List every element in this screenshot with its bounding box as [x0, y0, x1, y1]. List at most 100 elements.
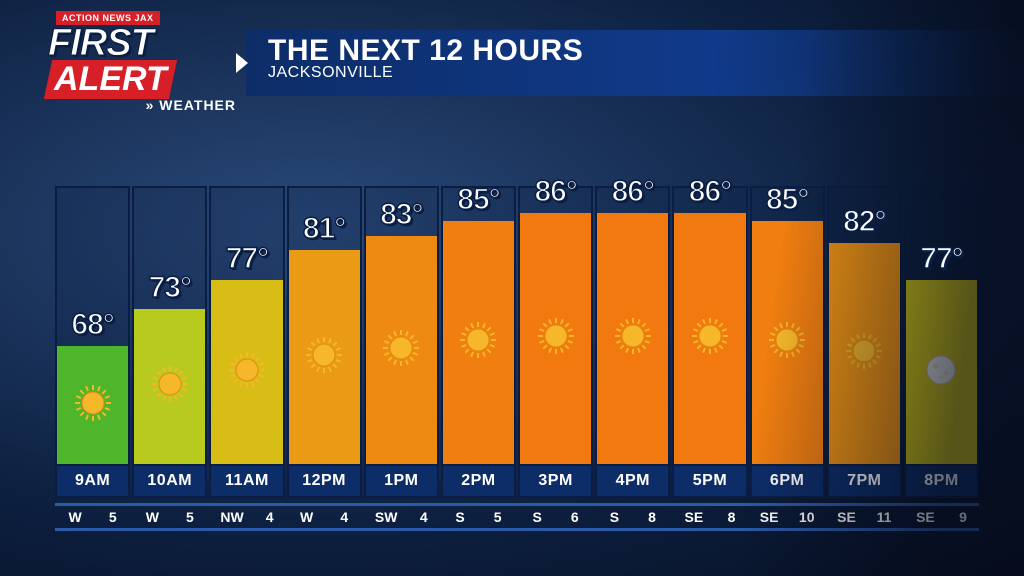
- bar-fill: 68°: [57, 346, 128, 464]
- time-label: 10AM: [132, 466, 207, 498]
- bar-fill: 85°: [752, 221, 823, 464]
- time-label: 4PM: [595, 466, 670, 498]
- time-label: 7PM: [827, 466, 902, 498]
- wind-cell: W5: [132, 506, 207, 528]
- wind-cell: W4: [287, 506, 362, 528]
- station-logo: ACTION NEWS JAX FIRST ALERT WEATHER: [48, 8, 236, 113]
- wind-cell: S5: [441, 506, 516, 528]
- temp-label: 86°: [513, 175, 598, 209]
- hour-column: 82° 7PM: [827, 186, 902, 498]
- bar-outline: 81°: [287, 186, 362, 466]
- bar-fill: 82°: [829, 243, 900, 464]
- time-label: 11AM: [209, 466, 284, 498]
- hour-column: 81° 12PM: [287, 186, 362, 498]
- sun-icon: [150, 364, 190, 409]
- wind-cell: S6: [518, 506, 593, 528]
- wind-dir: S: [533, 509, 542, 525]
- wind-dir: SE: [916, 509, 935, 525]
- hour-column: 86° 4PM: [595, 186, 670, 498]
- sun-icon: [767, 320, 807, 365]
- temp-label: 68°: [50, 308, 135, 342]
- wind-dir: W: [146, 509, 159, 525]
- time-label: 6PM: [750, 466, 825, 498]
- bar-fill: 77°: [906, 280, 977, 464]
- wind-spd: 9: [959, 509, 967, 525]
- time-label: 2PM: [441, 466, 516, 498]
- wind-dir: W: [69, 509, 82, 525]
- temp-label: 83°: [359, 198, 444, 232]
- sun-icon: [844, 331, 884, 376]
- bar-outline: 83°: [364, 186, 439, 466]
- wind-cell: NW4: [209, 506, 284, 528]
- wind-spd: 8: [648, 509, 656, 525]
- wind-spd: 4: [340, 509, 348, 525]
- wind-spd: 5: [494, 509, 502, 525]
- sun-icon: [73, 383, 113, 428]
- bar-fill: 81°: [289, 250, 360, 464]
- bar-outline: 77°: [209, 186, 284, 466]
- wind-spd: 6: [571, 509, 579, 525]
- hour-column: 85° 2PM: [441, 186, 516, 498]
- temp-label: 86°: [667, 175, 752, 209]
- wind-spd: 8: [728, 509, 736, 525]
- bar-outline: 86°: [672, 186, 747, 466]
- sun-icon: [690, 316, 730, 361]
- wind-spd: 5: [186, 509, 194, 525]
- bar-outline: 85°: [750, 186, 825, 466]
- hourly-forecast-chart: 68° 9AM73° 10AM77° 11AM81° 12PM83° 1PM85…: [55, 138, 979, 498]
- time-label: 8PM: [904, 466, 979, 498]
- temp-label: 77°: [204, 242, 289, 276]
- wind-spd: 5: [109, 509, 117, 525]
- wind-cell: SW4: [364, 506, 439, 528]
- time-label: 3PM: [518, 466, 593, 498]
- sun-icon: [536, 316, 576, 361]
- temp-label: 73°: [127, 271, 212, 305]
- hour-column: 77° 8PM: [904, 186, 979, 498]
- bar-outline: 85°: [441, 186, 516, 466]
- wind-cell: SE 11: [827, 506, 902, 528]
- bar-fill: 85°: [443, 221, 514, 464]
- temp-label: 86°: [590, 175, 675, 209]
- title-bar: THE NEXT 12 HOURS JACKSONVILLE: [246, 30, 1024, 96]
- time-label: 9AM: [55, 466, 130, 498]
- hour-column: 86° 3PM: [518, 186, 593, 498]
- temp-label: 82°: [822, 205, 907, 239]
- wind-cell: SE 8: [672, 506, 747, 528]
- temp-label: 81°: [281, 212, 366, 246]
- hour-column: 85° 6PM: [750, 186, 825, 498]
- sun-icon: [381, 328, 421, 373]
- wind-dir: SE: [837, 509, 856, 525]
- time-label: 1PM: [364, 466, 439, 498]
- title-main: THE NEXT 12 HOURS: [268, 34, 1024, 68]
- bar-fill: 86°: [674, 213, 745, 464]
- wind-cell: W5: [55, 506, 130, 528]
- bar-outline: 77°: [904, 186, 979, 466]
- hour-column: 68° 9AM: [55, 186, 130, 498]
- logo-weather: WEATHER: [48, 97, 236, 113]
- time-label: 5PM: [672, 466, 747, 498]
- sun-icon: [613, 316, 653, 361]
- bar-fill: 77°: [211, 280, 282, 464]
- wind-dir: NW: [220, 509, 243, 525]
- bar-outline: 86°: [595, 186, 670, 466]
- title-sub: JACKSONVILLE: [268, 64, 1024, 82]
- wind-dir: SE: [685, 509, 704, 525]
- sun-icon: [458, 320, 498, 365]
- hour-column: 83° 1PM: [364, 186, 439, 498]
- bar-outline: 86°: [518, 186, 593, 466]
- hour-column: 77° 11AM: [209, 186, 284, 498]
- moon-icon: [921, 350, 961, 395]
- wind-spd: 4: [420, 509, 428, 525]
- wind-spd: 10: [799, 509, 815, 525]
- bar-outline: 73°: [132, 186, 207, 466]
- wind-dir: W: [300, 509, 313, 525]
- wind-spd: 11: [877, 509, 892, 525]
- bar-fill: 86°: [520, 213, 591, 464]
- sun-icon: [227, 350, 267, 395]
- temp-label: 77°: [899, 242, 984, 276]
- logo-first: FIRST: [48, 26, 236, 60]
- hour-column: 73° 10AM: [132, 186, 207, 498]
- temp-label: 85°: [744, 183, 829, 217]
- bar-outline: 82°: [827, 186, 902, 466]
- wind-dir: S: [610, 509, 619, 525]
